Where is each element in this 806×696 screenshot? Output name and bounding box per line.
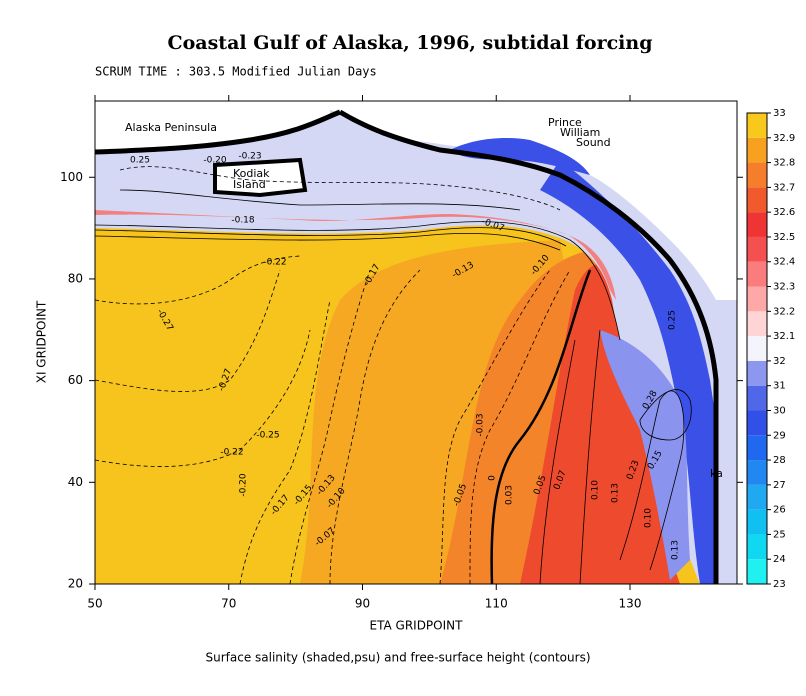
colorbar-swatch — [747, 484, 767, 510]
colorbar-label: 32.1 — [773, 331, 795, 342]
colorbar-swatch — [747, 410, 767, 436]
y-axis-label: XI GRIDPOINT — [35, 300, 49, 383]
colorbar-swatch — [747, 559, 767, 584]
contour-label: -0.20 — [203, 156, 227, 166]
colorbar-label: 31 — [773, 381, 786, 392]
contour-label: -0.20 — [239, 473, 249, 497]
colorbar-swatch — [747, 162, 767, 188]
colorbar-swatch — [747, 311, 767, 337]
colorbar-label: 32.6 — [773, 207, 795, 218]
colorbar-label: 26 — [773, 505, 786, 516]
x-tick-label: 90 — [355, 597, 370, 611]
plot-frame — [94, 100, 738, 585]
y-tick-label: 60 — [68, 373, 83, 387]
y-tick-label: 40 — [68, 475, 83, 489]
contour-label: -0.03 — [476, 413, 486, 436]
colorbar-swatch — [747, 360, 767, 386]
colorbar-swatch — [747, 286, 767, 312]
y-tick-label: 100 — [60, 170, 83, 184]
colorbar-label: 23 — [773, 579, 786, 590]
colorbar-label: 29 — [773, 430, 786, 441]
colorbar-label: 32.4 — [773, 257, 795, 268]
x-tick-label: 110 — [485, 597, 508, 611]
colorbar-label: 32.2 — [773, 306, 795, 317]
colorbar-label: 30 — [773, 405, 786, 416]
x-axis-label: ETA GRIDPOINT — [370, 619, 464, 633]
colorbar-label: 32.3 — [773, 282, 795, 293]
colorbar-swatch — [747, 460, 767, 485]
colorbar-label: 32.5 — [773, 232, 795, 243]
place-label: Alaska Peninsula — [125, 121, 217, 134]
contours — [95, 166, 692, 584]
colorbar-label: 33 — [773, 108, 786, 119]
contour-label: 0.25 — [130, 156, 150, 166]
colorbar-swatch — [747, 534, 767, 560]
contour-label: 0.25 — [668, 310, 678, 330]
colorbar-swatch — [747, 236, 767, 262]
contour-label: -0.18 — [231, 216, 255, 226]
chart-subtitle: SCRUM TIME : 303.5 Modified Julian Days — [95, 65, 377, 79]
contour-label: 0.13 — [671, 540, 681, 560]
contour-label: 0.03 — [505, 485, 515, 505]
colorbar-swatch — [747, 336, 767, 361]
caption: Surface salinity (shaded,psu) and free-s… — [205, 651, 590, 665]
colorbar-label: 32.7 — [773, 182, 795, 193]
contour-label: 0.10 — [591, 480, 601, 500]
contour-label: -0.22 — [220, 448, 243, 458]
y-tick-label: 80 — [68, 271, 83, 285]
colorbar-label: 25 — [773, 529, 786, 540]
contour-label: -0.23 — [238, 152, 261, 162]
colorbar-swatch — [747, 212, 767, 237]
contour-label: 0.10 — [644, 508, 654, 528]
colorbar-label: 32 — [773, 356, 786, 367]
colorbar-swatch — [747, 385, 767, 411]
colorbar: 23 24 25 26 27 28 29 30 31 32 32.1 32.2 32.3 32.4 32.5… — [747, 108, 795, 590]
colorbar-label: 27 — [773, 480, 786, 491]
colorbar-label: 32.8 — [773, 158, 795, 169]
contour-label: -0.22 — [263, 258, 286, 268]
chart-title: Coastal Gulf of Alaska, 1996, subtidal f… — [168, 32, 653, 54]
x-tick-label: 50 — [87, 597, 102, 611]
y-tick-label: 20 — [68, 577, 83, 591]
colorbar-swatch — [747, 137, 767, 163]
place-label: Prince — [548, 116, 582, 129]
place-label: William — [560, 126, 600, 139]
colorbar-swatch — [747, 113, 767, 138]
colorbar-label: 24 — [773, 554, 786, 565]
colorbar-swatch — [747, 187, 767, 213]
x-tick-label: 130 — [619, 597, 642, 611]
place-label: Sound — [576, 136, 611, 149]
colorbar-swatch — [747, 435, 767, 461]
place-label: Island — [233, 178, 266, 191]
place-label: ka — [710, 467, 723, 480]
contour-label: 0.13 — [611, 483, 621, 503]
colorbar-frame — [746, 112, 768, 585]
place-label: Kodiak — [233, 167, 270, 180]
salinity-field — [95, 101, 737, 584]
x-tick-label: 70 — [221, 597, 236, 611]
colorbar-label: 32.9 — [773, 133, 795, 144]
colorbar-label: 28 — [773, 455, 786, 466]
colorbar-swatch — [747, 261, 767, 287]
contour-label: -0.25 — [256, 431, 279, 441]
colorbar-swatch — [747, 509, 767, 535]
contour-label: 0 — [488, 475, 498, 481]
